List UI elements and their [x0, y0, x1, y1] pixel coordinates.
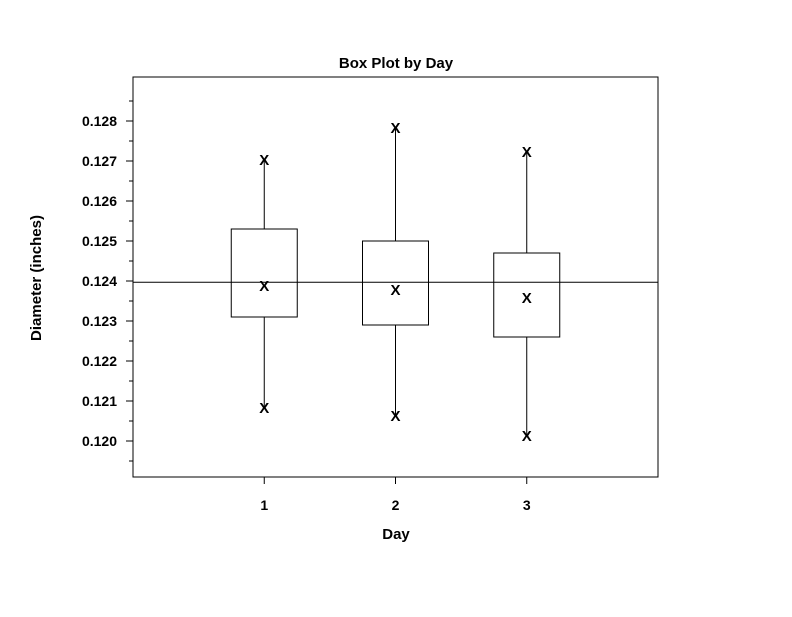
min-marker: X — [390, 408, 400, 425]
y-tick-label: 0.126 — [82, 193, 117, 209]
y-tick-label: 0.123 — [82, 313, 117, 329]
max-marker: X — [390, 120, 400, 137]
y-tick-label: 0.124 — [82, 273, 117, 289]
median-marker: X — [390, 282, 400, 299]
chart-title: Box Plot by Day — [339, 55, 454, 72]
x-tick-label: 2 — [392, 497, 400, 513]
min-marker: X — [522, 428, 532, 445]
y-axis-label: Diameter (inches) — [28, 215, 45, 341]
y-tick-label: 0.128 — [82, 113, 117, 129]
y-tick-label: 0.125 — [82, 233, 117, 249]
median-marker: X — [522, 290, 532, 307]
x-tick-label: 1 — [260, 497, 268, 513]
box-day-3 — [493, 252, 561, 338]
box-day-2 — [362, 240, 429, 326]
y-tick-label: 0.127 — [82, 153, 117, 169]
box-day-1 — [230, 228, 298, 318]
y-tick-label: 0.122 — [82, 353, 117, 369]
max-marker: X — [259, 152, 269, 169]
median-marker: X — [259, 278, 269, 295]
y-tick-label: 0.121 — [82, 393, 117, 409]
min-marker: X — [259, 400, 269, 417]
y-tick-label: 0.120 — [82, 433, 117, 449]
max-marker: X — [522, 144, 532, 161]
x-tick-label: 3 — [523, 497, 531, 513]
x-axis-label: Day — [382, 526, 410, 543]
